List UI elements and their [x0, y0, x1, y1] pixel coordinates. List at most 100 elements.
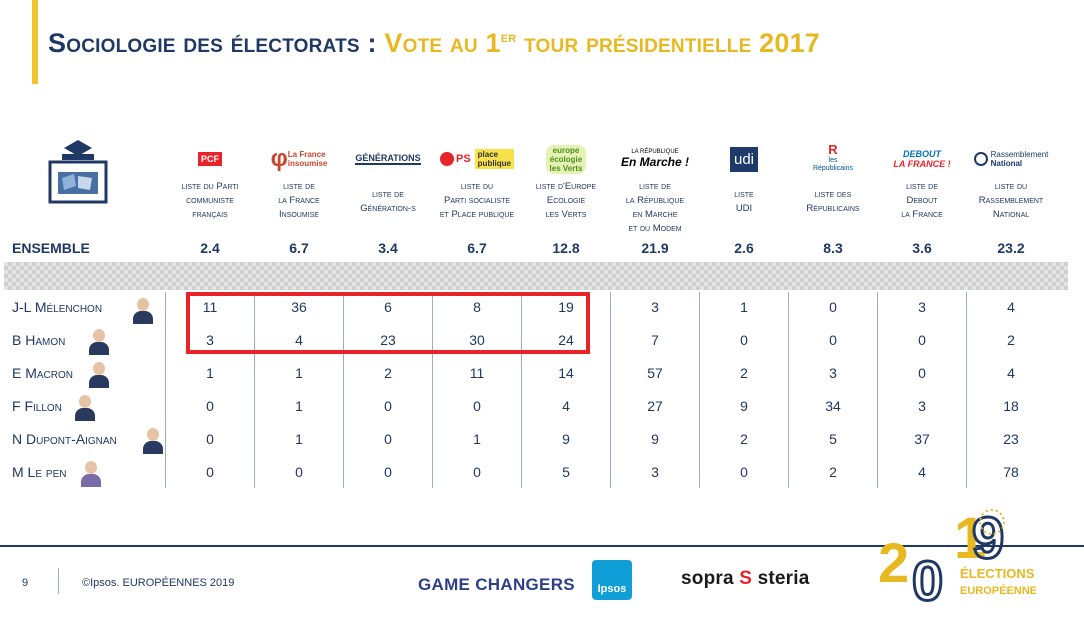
rn-flame-icon — [973, 152, 988, 166]
column-separator — [432, 292, 433, 488]
lrem-logo-text-2: En Marche ! — [620, 155, 689, 169]
eelv-logo-text-3: les Verts — [549, 163, 583, 173]
table-cell: 57 — [647, 365, 663, 381]
title-part-2-prefix: Vote au 1 — [384, 28, 501, 58]
table-cell: 0 — [206, 431, 214, 447]
portrait-head — [93, 329, 105, 342]
pp-logo-text-2: publique — [477, 159, 511, 168]
candidate-label: F Fillon — [12, 398, 62, 414]
candidate-portrait-icon — [140, 424, 166, 454]
party-label-line: liste de — [283, 181, 315, 192]
dlf-logo: DEBOUT LA FRANCE ! — [877, 140, 967, 178]
phi-icon: φ — [270, 145, 288, 172]
lrem-logo-text-1: LA RÉPUBLIQUE — [631, 149, 679, 155]
column-separator — [254, 292, 255, 488]
europeennes-text: EUROPÉENNES — [960, 584, 1036, 597]
ensemble-value: 23.2 — [997, 240, 1025, 256]
table-cell: 30 — [469, 332, 485, 348]
table-cell: 0 — [295, 464, 303, 480]
party-lr: R les Républicains liste des Républicain… — [788, 140, 878, 216]
elections-text: ÉLECTIONS — [960, 566, 1035, 581]
candidate-label: E Macron — [12, 365, 74, 381]
portrait-head — [85, 461, 97, 474]
udi-logo-text: udi — [729, 146, 759, 172]
table-cell: 0 — [918, 332, 926, 348]
table-cell: 3 — [651, 464, 659, 480]
eelv-logo: europe écologie les Verts — [521, 140, 611, 178]
party-label-line: Parti socialiste — [443, 195, 511, 206]
lr-logo-text-1: les — [828, 156, 838, 164]
party-lrem: LA RÉPUBLIQUE En Marche ! liste de la Ré… — [610, 140, 700, 236]
party-label: liste des Républicains — [788, 188, 878, 216]
portrait-body — [143, 441, 163, 454]
table-cell: 3 — [206, 332, 214, 348]
table-cell: 3 — [918, 299, 926, 315]
candidate-label: J-L Mélenchon — [12, 299, 103, 315]
footer-separator — [58, 568, 59, 594]
party-rn: Rassemblement National liste du Rassembl… — [966, 140, 1056, 222]
party-label: liste de la France Insoumise — [254, 180, 344, 222]
table-cell: 11 — [469, 365, 485, 381]
table-cell: 0 — [384, 431, 392, 447]
portrait-head — [79, 395, 91, 408]
table-cell: 0 — [829, 332, 837, 348]
year-digit-1: 2 — [878, 531, 909, 594]
party-label-line: la République — [625, 195, 685, 206]
party-eelv: europe écologie les Verts liste d'Europe… — [521, 140, 611, 222]
ensemble-value: 8.3 — [823, 240, 843, 256]
footer-line — [0, 545, 1084, 547]
lfi-logo-text-1: La France — [287, 150, 326, 159]
page-title: Sociologie des électorats : Vote au 1er … — [48, 28, 820, 59]
table-cell: 9 — [651, 431, 659, 447]
table-cell: 1 — [740, 299, 748, 315]
party-dlf: DEBOUT LA FRANCE ! liste de Debout la Fr… — [877, 140, 967, 222]
title-part-2: Vote au 1er tour présidentielle 2017 — [384, 28, 820, 58]
party-label-line: Debout — [906, 195, 938, 206]
table-cell: 2 — [740, 365, 748, 381]
rn-logo: Rassemblement National — [966, 140, 1056, 178]
portrait-head — [137, 298, 149, 311]
party-label-line: la France — [278, 195, 320, 206]
column-separator — [165, 292, 166, 488]
pattern-separator — [4, 262, 1068, 290]
table-cell: 5 — [562, 464, 570, 480]
table-cell: 4 — [1007, 365, 1015, 381]
table-cell: 0 — [384, 398, 392, 414]
lfi-logo-text-2: insoumise — [287, 159, 328, 168]
party-label-line: Insoumise — [279, 209, 319, 220]
title-superscript: er — [500, 29, 517, 46]
ensemble-label: ENSEMBLE — [12, 240, 90, 256]
dlf-logo-text-1: DEBOUT — [902, 149, 941, 159]
table-cell: 0 — [473, 398, 481, 414]
column-separator — [788, 292, 789, 488]
party-label-line: Ecologie — [546, 195, 586, 206]
udi-logo: udi — [699, 140, 789, 178]
dlf-logo-text-2: LA FRANCE ! — [893, 159, 951, 169]
column-separator — [966, 292, 967, 488]
party-label-line: liste — [734, 189, 754, 200]
table-cell: 27 — [647, 398, 663, 414]
party-label: liste du Parti socialiste et Place publi… — [432, 180, 522, 222]
table-cell: 3 — [829, 365, 837, 381]
party-label-line: français — [192, 209, 228, 220]
year-digit-2: 0 — [912, 549, 943, 610]
ensemble-value: 2.4 — [200, 240, 220, 256]
lrem-logo: LA RÉPUBLIQUE En Marche ! — [610, 140, 700, 178]
europeennes-2019-logo: 2 0 1 9 ÉLECTIONS EUROPÉENNES — [878, 505, 1036, 611]
party-label-line: et Place publique — [439, 209, 515, 220]
sopra-steria-s-icon: S — [739, 568, 753, 589]
table-cell: 0 — [740, 464, 748, 480]
pcf-logo-text: PCF — [198, 152, 222, 166]
table-cell: 23 — [380, 332, 396, 348]
candidate-label: B Hamon — [12, 332, 66, 348]
table-cell: 4 — [562, 398, 570, 414]
table-cell: 2 — [1007, 332, 1015, 348]
rn-logo-text-1: Rassemblement — [990, 150, 1049, 159]
table-cell: 9 — [740, 398, 748, 414]
party-pcf: PCF liste du Parti communiste français — [165, 140, 255, 222]
eelv-logo-text-1: europe — [552, 145, 580, 155]
table-cell: 3 — [651, 299, 659, 315]
generations-logo: GÉNÉRATIONS — [343, 140, 433, 178]
party-label-line: UDI — [735, 203, 753, 214]
party-label-line: communiste — [186, 195, 234, 206]
